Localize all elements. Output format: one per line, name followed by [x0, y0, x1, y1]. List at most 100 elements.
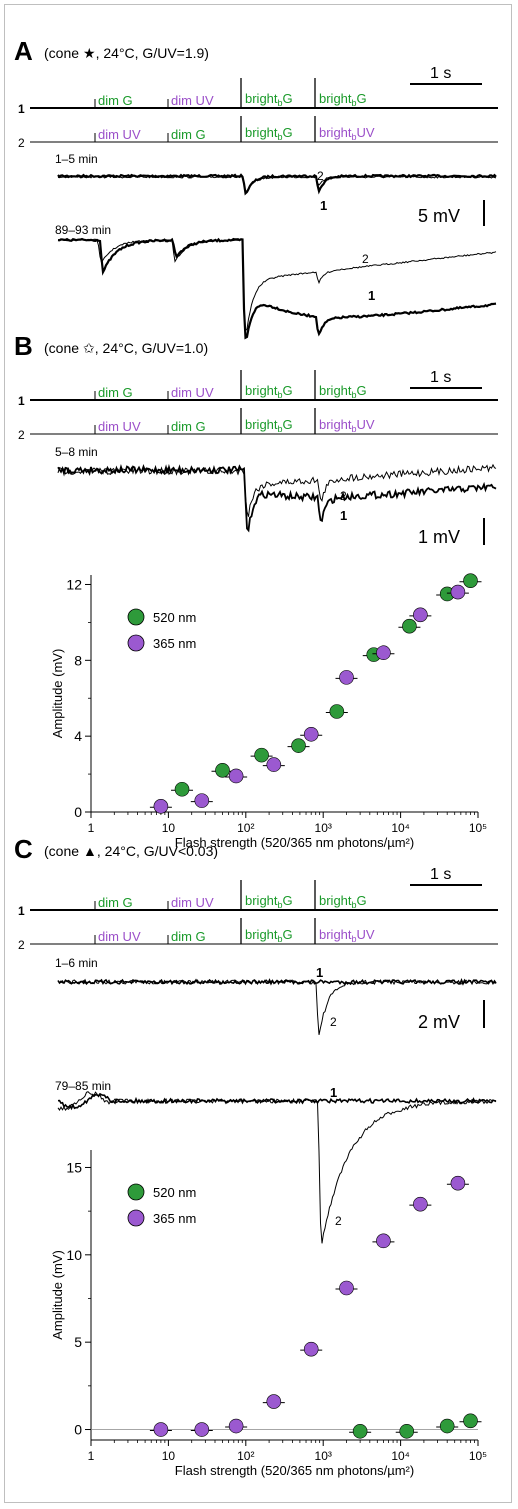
trace-2-early — [57, 979, 497, 1036]
stimulus-label-bright: brightbUV — [319, 125, 375, 142]
stimulus-label-bright: brightbG — [319, 91, 367, 108]
voltage-scale-label: 2 mV — [418, 1012, 460, 1032]
label-subscript: b — [278, 98, 283, 108]
data-point-green — [174, 781, 190, 797]
data-point-purple — [153, 799, 169, 814]
x-tick-label: 10⁴ — [391, 1449, 410, 1463]
stimulus-label: dim G — [98, 385, 133, 400]
label-subscript: b — [352, 98, 357, 108]
trace-label-2: 2 — [330, 1015, 337, 1029]
label-main: bright — [319, 383, 352, 398]
x-tick-label: 10² — [237, 1449, 254, 1463]
trace-set-label: 79–85 min — [55, 1079, 111, 1093]
label-end: UV — [357, 125, 375, 140]
data-point-green — [399, 1423, 415, 1439]
stimulus-label: dim G — [98, 895, 133, 910]
data-point-purple — [194, 793, 210, 808]
y-tick-label: 10 — [66, 1247, 82, 1263]
label-main: bright — [245, 383, 278, 398]
label-end: G — [283, 91, 293, 106]
scatter-chart-c: 1 10 10² 10³ 10⁴ 10⁵ 0 5 10 15 Flash strength (520… — [50, 1150, 487, 1478]
legend-label: 520 nm — [153, 610, 196, 625]
label-end: G — [283, 125, 293, 140]
stimulus-label: dim UV — [98, 419, 141, 434]
x-tick-label: 10³ — [315, 821, 332, 835]
x-tick-label: 1 — [88, 1449, 95, 1463]
subtitle-pre: (cone — [44, 843, 79, 859]
stimulus-label-bright: brightbG — [245, 417, 293, 434]
protocol-row-number: 2 — [18, 428, 25, 442]
label-end: G — [283, 383, 293, 398]
stimulus-label: dim UV — [98, 127, 141, 142]
stimulus-label: dim UV — [171, 895, 214, 910]
legend-label: 365 nm — [153, 1211, 196, 1226]
data-point-purple — [266, 1394, 282, 1409]
cone-symbol: ★ — [83, 45, 96, 61]
data-point-green — [402, 618, 417, 634]
x-tick-label: 10 — [162, 1449, 176, 1463]
trace-set-label: 1–5 min — [55, 152, 98, 166]
legend-marker — [127, 1209, 145, 1227]
stimulus-label-bright: brightbUV — [319, 417, 375, 434]
legend-marker — [127, 1183, 145, 1201]
stimulus-label: dim UV — [171, 385, 214, 400]
label-main: bright — [319, 893, 352, 908]
stimulus-label-bright: brightbG — [245, 91, 293, 108]
legend-label: 365 nm — [153, 636, 196, 651]
x-tick-label: 10³ — [315, 1449, 332, 1463]
cone-symbol: ✩ — [83, 340, 95, 356]
data-point-green — [352, 1423, 368, 1439]
subtitle-post: , 24°C, G/UV=1.9) — [96, 45, 209, 61]
trace-1-late — [57, 1092, 497, 1111]
trace-1 — [57, 463, 497, 533]
protocol-row-number: 2 — [18, 938, 25, 952]
trace-label-1: 1 — [316, 965, 323, 980]
label-main: bright — [245, 893, 278, 908]
label-end: G — [283, 927, 293, 942]
label-main: bright — [319, 417, 352, 432]
data-point-purple — [450, 584, 466, 600]
label-subscript: b — [352, 424, 357, 434]
label-subscript: b — [352, 132, 357, 142]
label-end: G — [357, 893, 367, 908]
label-main: bright — [245, 91, 278, 106]
label-subscript: b — [352, 900, 357, 910]
trace-label-1: 1 — [368, 288, 375, 303]
legend-label: 520 nm — [153, 1185, 196, 1200]
trace-set-label: 89–93 min — [55, 223, 111, 237]
y-tick-label: 15 — [66, 1159, 82, 1175]
data-point-purple — [450, 1175, 466, 1191]
y-tick-label: 0 — [74, 1422, 82, 1438]
panel-letter: A — [14, 36, 33, 66]
stimulus-label-bright: brightbUV — [319, 927, 375, 944]
protocol-row-number: 1 — [18, 102, 25, 116]
data-point-purple — [266, 757, 282, 772]
stimulus-label: dim UV — [98, 929, 141, 944]
data-point-green — [463, 573, 478, 588]
stimulus-label: dim G — [171, 929, 206, 944]
protocol-row-number: 1 — [18, 394, 25, 408]
label-end: G — [283, 417, 293, 432]
trace-1-late — [57, 237, 497, 340]
subtitle-pre: (cone — [44, 340, 79, 356]
panel-letter: B — [14, 331, 33, 361]
voltage-scale-label: 5 mV — [418, 206, 460, 226]
data-point-green — [254, 747, 269, 763]
data-point-green — [215, 762, 230, 778]
data-point-purple — [376, 645, 391, 661]
y-tick-label: 0 — [74, 804, 82, 820]
data-point-purple — [413, 607, 428, 623]
protocol-row-number: 2 — [18, 136, 25, 150]
stimulus-label-bright: brightbG — [319, 383, 367, 400]
time-scale-label: 1 s — [430, 65, 451, 82]
protocol-row-number: 1 — [18, 904, 25, 918]
label-end: UV — [357, 927, 375, 942]
data-point-green — [439, 1418, 455, 1434]
cone-symbol: ▲ — [83, 843, 97, 859]
label-subscript: b — [278, 934, 283, 944]
data-point-purple — [228, 768, 244, 784]
data-point-purple — [339, 1280, 354, 1296]
time-scale-label: 1 s — [430, 369, 451, 386]
panel-subtitle: (cone ✩, 24°C, G/UV=1.0) — [44, 340, 208, 356]
